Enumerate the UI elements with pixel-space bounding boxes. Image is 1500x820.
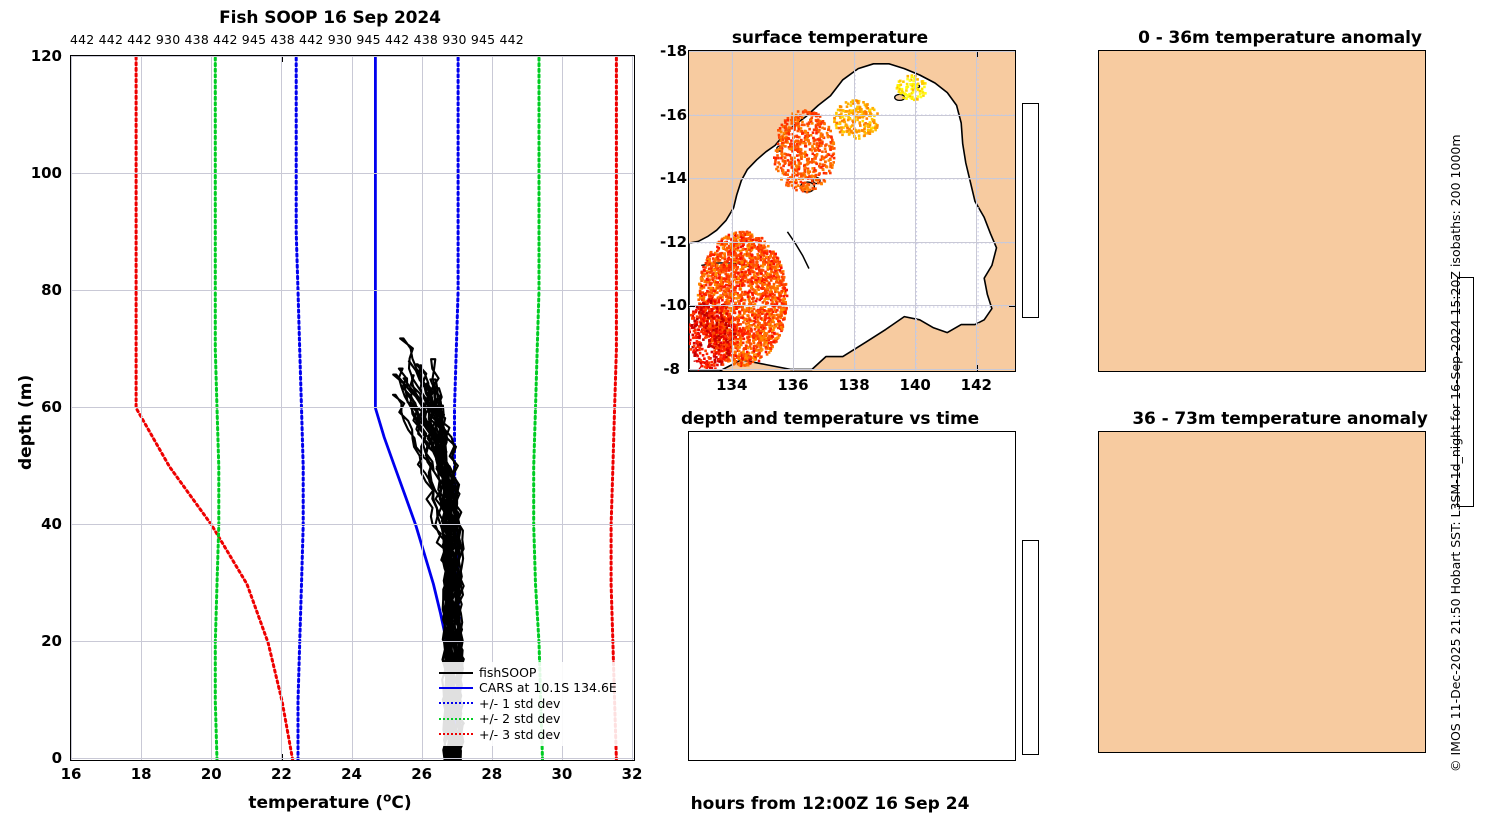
gridline	[141, 56, 143, 760]
gridline	[71, 56, 634, 57]
legend-swatch-fishsoop	[439, 671, 473, 674]
axis-tick-label: 138	[838, 376, 870, 394]
timeseries-scatter	[689, 432, 1015, 760]
station-numbers: 442 442 442 930 438 442 945 438 442 930 …	[70, 32, 524, 47]
gridline	[71, 407, 634, 408]
axis-tick-label: 120	[30, 47, 62, 65]
axis-tick-label: 40	[41, 515, 62, 533]
anomaly-bottom-graphics	[1099, 432, 1425, 752]
timeseries-title: depth and temperature vs time	[680, 409, 980, 429]
credit-text: © IMOS 11-Dec-2025 21:50 Hobart SST: L3S…	[1448, 134, 1463, 772]
legend-item: +/- 3 std dev	[439, 727, 617, 742]
axis-tick-label: 100	[30, 164, 62, 182]
profile-ylabel: depth (m)	[16, 374, 36, 470]
axis-tick-label: 22	[270, 765, 292, 783]
profile-xlabel-text: temperature (oC)	[248, 790, 412, 813]
axis-tick-label: 24	[341, 765, 362, 783]
figure-title: Fish SOOP 16 Sep 2024	[219, 8, 441, 28]
axis-tick-label: 28	[481, 765, 503, 783]
anomaly-top-panel: 0 - 36m temperature anomaly	[1080, 0, 1500, 400]
axis-tick-label: 16	[60, 765, 82, 783]
legend-label: +/- 2 std dev	[479, 711, 561, 727]
land-background	[1099, 51, 1425, 371]
axis-tick-label: 18	[130, 765, 152, 783]
gridline	[491, 56, 493, 760]
legend-swatch-std2	[439, 717, 473, 720]
legend-label: +/- 3 std dev	[479, 726, 561, 742]
sst-colorbar	[1022, 103, 1039, 318]
sst-map-title: surface temperature	[731, 28, 929, 48]
axis-tick-label: -8	[663, 360, 680, 378]
anomaly-bottom-axes	[1098, 431, 1426, 753]
legend-item: +/- 2 std dev	[439, 711, 617, 726]
axis-tick-label: -18	[660, 42, 688, 60]
land-background	[1099, 432, 1425, 752]
gridline	[71, 524, 634, 525]
gridline	[689, 369, 1015, 370]
profile-curves	[134, 56, 618, 760]
legend-item: CARS at 10.1S 134.6E	[439, 680, 617, 695]
gridline	[71, 758, 634, 759]
axis-tick-label: -10	[660, 296, 688, 315]
gridline	[731, 51, 733, 371]
profile-axes	[70, 55, 635, 761]
legend-label: CARS at 10.1S 134.6E	[479, 680, 617, 696]
gridline	[915, 51, 917, 371]
axis-tick-label: 32	[621, 765, 643, 783]
anomaly-bottom-panel: 36 - 73m temperature anomaly	[1080, 400, 1500, 820]
gridline	[689, 305, 1015, 307]
profile-xlabel: temperature (oC)	[0, 790, 660, 813]
anomaly-top-axes	[1098, 50, 1426, 372]
anomaly-top-graphics	[1099, 51, 1425, 371]
gridline	[71, 173, 634, 174]
gridline	[854, 51, 856, 371]
legend-swatch-std1	[439, 702, 473, 705]
legend-swatch-cars	[439, 687, 473, 690]
gridline	[71, 290, 634, 291]
gridline	[976, 51, 978, 371]
anomaly-bottom-title: 36 - 73m temperature anomaly	[1132, 409, 1428, 429]
axis-tick-label: 142	[960, 376, 992, 394]
timeseries-panel: depth and temperature vs time hours from…	[660, 400, 1080, 820]
gridline	[281, 56, 283, 760]
sst-map-panel: surface temperature 134 136 138 140 142 -8 -10…	[660, 0, 1080, 400]
gridline	[689, 51, 1015, 52]
axis-tick-label: 80	[41, 281, 62, 299]
axis-tick-label: -16	[660, 105, 688, 124]
axis-tick-label: 20	[41, 632, 62, 650]
anomaly-colorbar	[1457, 277, 1474, 507]
legend-swatch-std3	[439, 733, 473, 736]
axis-tick-label: 30	[551, 765, 573, 783]
legend-label: fishSOOP	[479, 665, 537, 680]
legend-item: +/- 1 std dev	[439, 696, 617, 711]
axis-tick-label: -12	[660, 232, 688, 251]
axis-tick-label: 26	[411, 765, 433, 783]
axis-tick-label: -14	[660, 169, 688, 188]
profile-legend: fishSOOP CARS at 10.1S 134.6E +/- 1 std …	[434, 662, 623, 746]
axis-tick-label: 136	[777, 376, 809, 394]
gridline	[561, 56, 563, 760]
profile-panel: Fish SOOP 16 Sep 2024 442 442 442 930 43…	[0, 0, 660, 820]
gridline	[211, 56, 213, 760]
gridline	[351, 56, 353, 760]
axis-tick-label: 0	[51, 749, 62, 767]
gridline	[689, 241, 1015, 243]
timeseries-colorbar	[1022, 540, 1039, 755]
sst-map-graphics	[689, 51, 1015, 371]
legend-label: +/- 1 std dev	[479, 695, 561, 711]
gridline	[689, 114, 1015, 116]
axis-tick-label: 134	[716, 376, 748, 394]
anomaly-top-title: 0 - 36m temperature anomaly	[1138, 28, 1422, 48]
timeseries-axes	[688, 431, 1016, 761]
timeseries-xlabel: hours from 12:00Z 16 Sep 24	[690, 794, 970, 814]
axis-tick-label: 20	[200, 765, 222, 783]
sst-map-axes	[688, 50, 1016, 372]
axis-tick-label: 60	[41, 398, 62, 416]
gridline	[71, 641, 634, 642]
legend-item: fishSOOP	[439, 665, 617, 680]
gridline	[689, 178, 1015, 180]
axis-tick-label: 140	[899, 376, 931, 394]
gridline	[792, 51, 794, 371]
gridline	[421, 56, 423, 760]
